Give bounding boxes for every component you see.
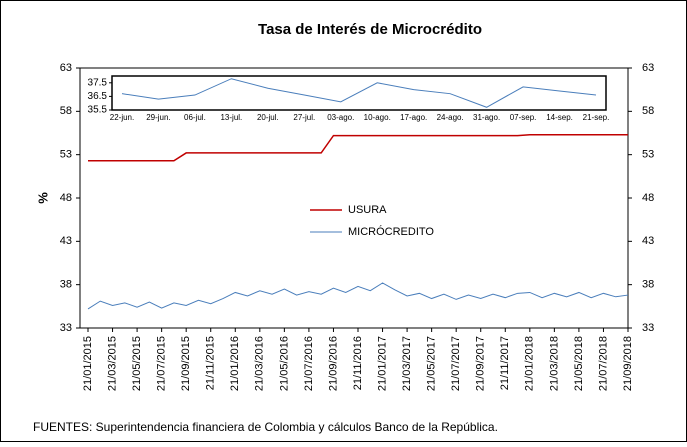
inset-x-tick-label: 21-sep. bbox=[583, 113, 610, 122]
y2-tick-label: 53 bbox=[642, 149, 654, 161]
inset-x-tick-label: 17-ago. bbox=[400, 113, 427, 122]
inset-x-tick-label: 07-sep. bbox=[510, 113, 537, 122]
y-tick-label: 53 bbox=[60, 149, 72, 161]
x-tick-label: 21/01/2015 bbox=[82, 336, 94, 391]
x-tick-label: 21/07/2017 bbox=[450, 336, 462, 391]
inset-x-tick-label: 24-ago. bbox=[437, 113, 464, 122]
x-tick-label: 21/05/2015 bbox=[131, 336, 143, 391]
inset-x-tick-label: 14-sep. bbox=[546, 113, 573, 122]
inset-area bbox=[111, 75, 607, 111]
inset-x-tick-label: 20-jul. bbox=[257, 113, 279, 122]
x-tick-label: 21/09/2016 bbox=[327, 336, 339, 391]
y-axis-label: % bbox=[35, 192, 50, 204]
inset-x-tick-label: 29-jun. bbox=[146, 113, 170, 122]
x-tick-label: 21/03/2015 bbox=[106, 336, 118, 391]
inset-x-tick-label: 10-ago. bbox=[364, 113, 391, 122]
x-tick-label: 21/09/2017 bbox=[475, 336, 487, 391]
inset-x-tick-label: 13-jul. bbox=[220, 113, 242, 122]
x-tick-label: 21/01/2018 bbox=[524, 336, 536, 391]
inset-x-tick-label: 06-jul. bbox=[184, 113, 206, 122]
y-tick-label: 63 bbox=[60, 62, 72, 74]
x-tick-label: 21/03/2018 bbox=[548, 336, 560, 391]
y2-tick-label: 33 bbox=[642, 322, 654, 334]
x-tick-label: 21/01/2016 bbox=[229, 336, 241, 391]
x-tick-label: 21/11/2016 bbox=[352, 336, 364, 390]
x-tick-label: 21/03/2016 bbox=[254, 336, 266, 391]
x-tick-label: 21/11/2015 bbox=[205, 336, 217, 390]
data-line bbox=[88, 133, 628, 162]
x-tick-label: 21/03/2017 bbox=[401, 336, 413, 391]
legend-label: USURA bbox=[348, 204, 387, 216]
inset-x-tick-label: 31-ago. bbox=[473, 113, 500, 122]
y2-tick-label: 58 bbox=[642, 105, 654, 117]
x-tick-label: 21/05/2018 bbox=[573, 336, 585, 391]
y2-tick-label: 38 bbox=[642, 279, 654, 291]
chart-title: Tasa de Interés de Microcrédito bbox=[258, 21, 482, 38]
x-tick-label: 21/07/2016 bbox=[303, 336, 315, 391]
inset-y-tick-label: 35.5 bbox=[88, 105, 108, 116]
x-tick-label: 21/07/2018 bbox=[597, 336, 609, 391]
footer: FUENTES: Superintendencia financiera de … bbox=[33, 420, 498, 434]
inset-y-tick-label: 36.5 bbox=[88, 91, 108, 102]
y2-tick-label: 63 bbox=[642, 62, 654, 74]
x-tick-label: 21/11/2017 bbox=[499, 336, 511, 390]
inset-y-tick-label: 37.5 bbox=[88, 77, 108, 88]
x-tick-label: 21/05/2017 bbox=[426, 336, 438, 391]
legend-label: MICRÓCREDITO bbox=[348, 225, 434, 238]
data-line bbox=[87, 282, 629, 310]
y-tick-label: 43 bbox=[60, 235, 72, 247]
inset-x-tick-label: 22-jun. bbox=[110, 113, 134, 122]
x-tick-label: 21/09/2015 bbox=[180, 336, 192, 391]
y-tick-label: 48 bbox=[60, 192, 72, 204]
y-tick-label: 38 bbox=[60, 279, 72, 291]
x-tick-label: 21/07/2015 bbox=[156, 336, 168, 391]
x-tick-label: 21/01/2017 bbox=[376, 336, 388, 391]
x-tick-label: 21/09/2018 bbox=[622, 336, 634, 391]
y2-tick-label: 43 bbox=[642, 235, 654, 247]
y2-tick-label: 48 bbox=[642, 192, 654, 204]
inset-x-tick-label: 27-jul. bbox=[293, 113, 315, 122]
y-tick-label: 58 bbox=[60, 105, 72, 117]
data-line bbox=[121, 78, 597, 108]
y-tick-label: 33 bbox=[60, 322, 72, 334]
x-tick-label: 21/05/2016 bbox=[278, 336, 290, 391]
inset-x-tick-label: 03-ago. bbox=[327, 113, 354, 122]
